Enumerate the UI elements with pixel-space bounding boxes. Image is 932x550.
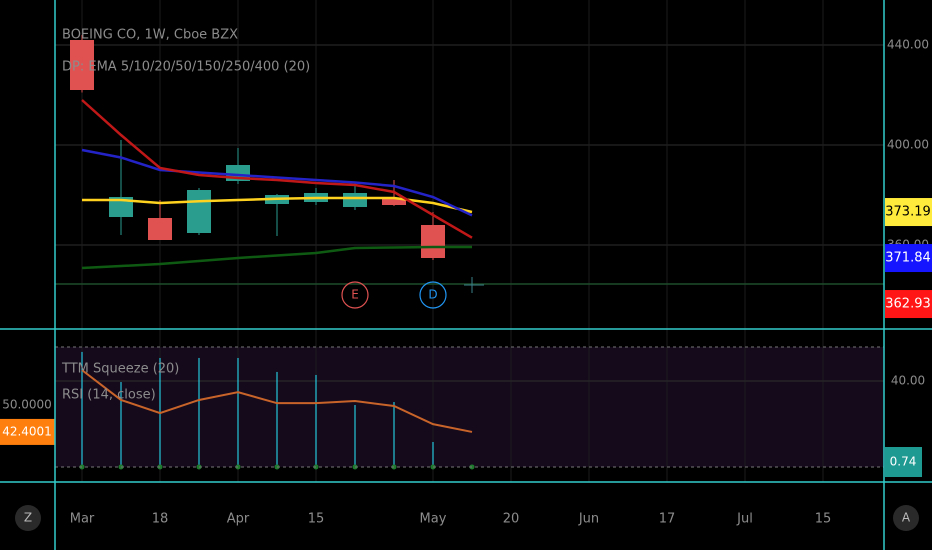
candle-body xyxy=(382,198,406,205)
value-label-bg xyxy=(885,447,922,477)
candle-body xyxy=(70,40,94,90)
ema-line xyxy=(81,99,473,239)
scale-button[interactable] xyxy=(15,505,41,531)
event-marker[interactable] xyxy=(341,281,369,309)
price-label: 362.93 xyxy=(885,297,931,312)
scale-button-label[interactable]: Z xyxy=(24,511,32,525)
event-marker[interactable] xyxy=(419,281,447,309)
candle-body xyxy=(343,193,367,207)
x-tick-label: 18 xyxy=(152,512,169,527)
x-tick-label: 20 xyxy=(503,512,520,527)
chart-subtitle: DP: EMA 5/10/20/50/150/250/400 (20) xyxy=(62,60,310,75)
x-tick-label: 17 xyxy=(659,512,676,527)
value-label: 0.74 xyxy=(890,455,917,469)
y-tick-label: 440.00 xyxy=(887,38,929,52)
x-tick-label: Jun xyxy=(578,512,599,527)
value-label-bg xyxy=(0,418,55,445)
scale-button-label[interactable]: A xyxy=(902,511,911,525)
price-label: 373.19 xyxy=(885,205,931,220)
scale-button[interactable] xyxy=(893,505,919,531)
x-tick-label: Mar xyxy=(70,512,95,527)
candle-body xyxy=(148,218,172,240)
y-tick-label: 40.00 xyxy=(891,373,925,387)
price-label-bg xyxy=(885,244,932,273)
price-label-bg xyxy=(885,198,932,227)
x-tick-label: Jul xyxy=(736,512,753,527)
rsi-line xyxy=(81,369,473,433)
ema-line xyxy=(81,245,472,270)
y-tick-label: 400.00 xyxy=(887,138,929,152)
legend-entry: RSI (14, close) xyxy=(62,388,156,403)
candle-body xyxy=(421,225,445,258)
y2-tick-label: 50.0000 xyxy=(2,397,52,411)
candle-body xyxy=(187,190,211,233)
x-tick-label: Apr xyxy=(227,512,250,527)
legend-entry: TTM Squeeze (20) xyxy=(61,362,179,377)
x-tick-label: May xyxy=(420,512,447,527)
rsi-band xyxy=(55,347,884,467)
price-label-bg xyxy=(885,290,932,319)
x-tick-label: 15 xyxy=(308,512,325,527)
price-label: 371.84 xyxy=(885,251,931,266)
event-label: D xyxy=(428,288,437,302)
event-label: E xyxy=(351,288,359,302)
x-tick-label: 15 xyxy=(815,512,832,527)
candle-body xyxy=(109,197,133,217)
value-label: 42.4001 xyxy=(2,424,52,438)
ema-line xyxy=(81,148,473,217)
chart-title: BOEING CO, 1W, Cboe BZX xyxy=(62,28,238,43)
labels: Mar 18 Apr 15 May 20 Jun 17 Jul 15 373.19 371.84 362… xyxy=(0,198,932,531)
